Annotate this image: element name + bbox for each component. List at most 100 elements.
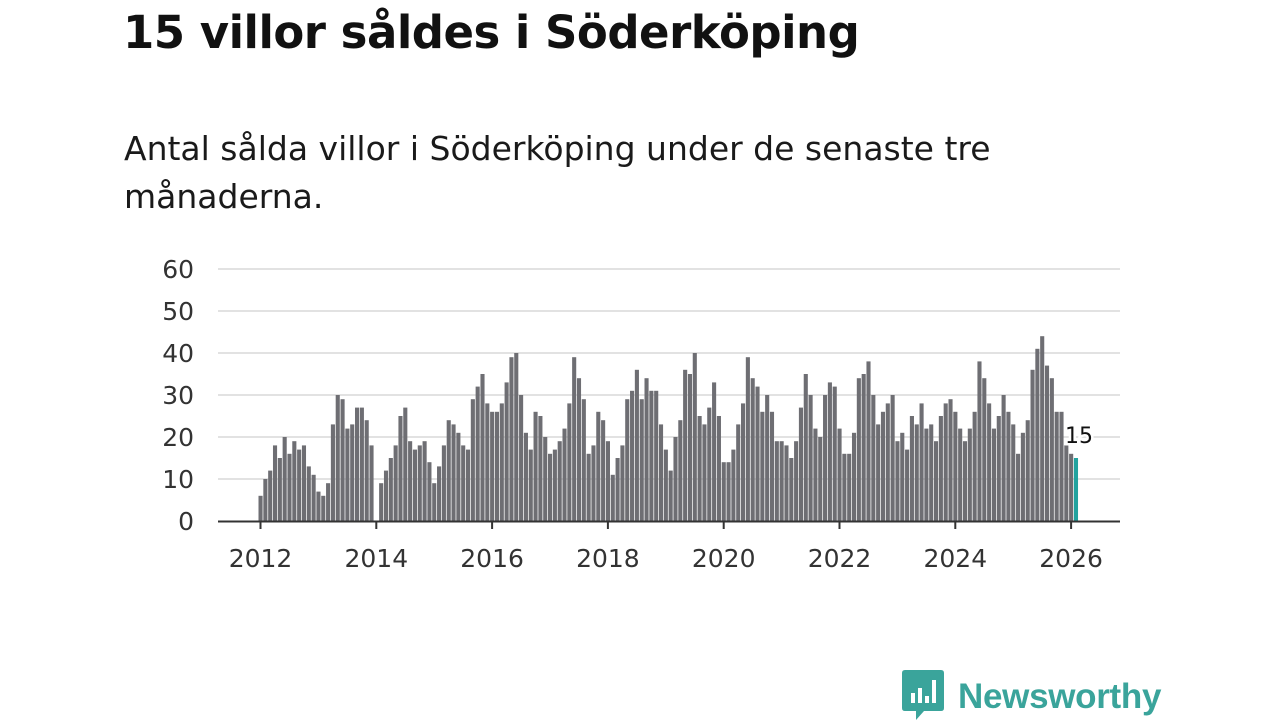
bar: [847, 453, 852, 521]
bar: [490, 411, 495, 521]
bar: [345, 428, 350, 521]
bar: [388, 458, 393, 521]
bar: [475, 386, 480, 521]
bar: [765, 395, 770, 521]
bar: [712, 382, 717, 521]
highlight-bar: [1073, 458, 1079, 521]
bar: [519, 395, 524, 521]
bar: [953, 411, 958, 521]
bar: [1044, 365, 1050, 521]
bar: [1001, 395, 1006, 521]
bar: [977, 361, 982, 521]
bar: [601, 420, 606, 521]
y-tick-label: 40: [162, 339, 194, 368]
bar: [432, 483, 437, 521]
bar: [654, 390, 659, 521]
bar-chart-speech-bubble-icon: [902, 670, 944, 724]
chart-subtitle: Antal sålda villor i Söderköping under d…: [124, 129, 991, 216]
bar: [890, 395, 895, 521]
bar: [379, 483, 384, 521]
bar: [1016, 453, 1021, 521]
bar: [837, 428, 842, 521]
bar: [509, 357, 514, 521]
x-tick-label: 2018: [576, 544, 640, 573]
bar: [736, 424, 741, 521]
bar: [794, 441, 799, 521]
bar: [282, 437, 287, 521]
bar: [543, 437, 548, 521]
x-tick-label: 2024: [923, 544, 987, 573]
x-tick-label: 2022: [808, 544, 872, 573]
bar: [427, 462, 432, 521]
bar: [769, 411, 775, 521]
bar: [644, 378, 649, 521]
bar: [818, 437, 823, 521]
bar: [258, 495, 263, 521]
bar: [697, 416, 702, 521]
bar: [263, 479, 268, 521]
bar: [316, 491, 321, 521]
bar: [996, 416, 1001, 521]
bar: [272, 445, 278, 521]
bar: [663, 449, 668, 521]
bar: [485, 403, 490, 521]
bar: [557, 441, 562, 521]
bar: [760, 411, 765, 521]
bar: [885, 403, 890, 521]
bar: [456, 432, 461, 521]
bar: [876, 424, 881, 521]
bar: [625, 399, 630, 521]
bar: [383, 470, 389, 521]
bar: [851, 432, 857, 521]
bars: [258, 336, 1079, 521]
bar: [393, 445, 398, 521]
bar: [649, 390, 654, 521]
bar: [741, 403, 746, 521]
x-tick-label: 2012: [229, 544, 293, 573]
x-tick-label: 2014: [344, 544, 408, 573]
bar: [292, 441, 297, 521]
bar: [1064, 445, 1069, 521]
bar: [958, 428, 963, 521]
bar: [277, 458, 282, 521]
bar: [832, 386, 837, 521]
bar: [702, 424, 707, 521]
bar: [1069, 453, 1074, 521]
bar: [634, 369, 639, 521]
bar: [827, 382, 832, 521]
bar: [639, 399, 644, 521]
bar: [615, 458, 620, 521]
bar: [369, 445, 374, 521]
bar: [987, 403, 992, 521]
bar: [962, 441, 968, 521]
brand-name: Newsworthy: [958, 677, 1162, 716]
bar: [755, 386, 760, 521]
bar: [668, 470, 673, 521]
bar: [620, 445, 625, 521]
x-tick-label: 2026: [1039, 544, 1103, 573]
bar: [504, 382, 509, 521]
y-tick-label: 50: [162, 297, 194, 326]
bar: [943, 403, 948, 521]
bar: [924, 428, 929, 521]
bar: [774, 441, 779, 521]
bar: [934, 441, 939, 521]
bar: [1035, 348, 1040, 521]
bar: [364, 420, 369, 521]
bar: [1054, 411, 1059, 521]
bar: [991, 428, 996, 521]
bar: [340, 399, 345, 521]
bar: [673, 437, 678, 521]
highlight-data-label: 15: [1065, 424, 1093, 449]
bar: [494, 411, 500, 521]
y-axis-ticks: 0 10 20 30 40 50 60: [162, 255, 194, 536]
bar: [929, 424, 934, 521]
bar: [692, 353, 697, 521]
bar: [861, 374, 866, 521]
bar: [437, 466, 442, 521]
bar: [552, 449, 557, 521]
bar: [610, 474, 615, 521]
bar: [1030, 369, 1035, 521]
bar: [572, 357, 577, 521]
bar: [514, 353, 519, 521]
